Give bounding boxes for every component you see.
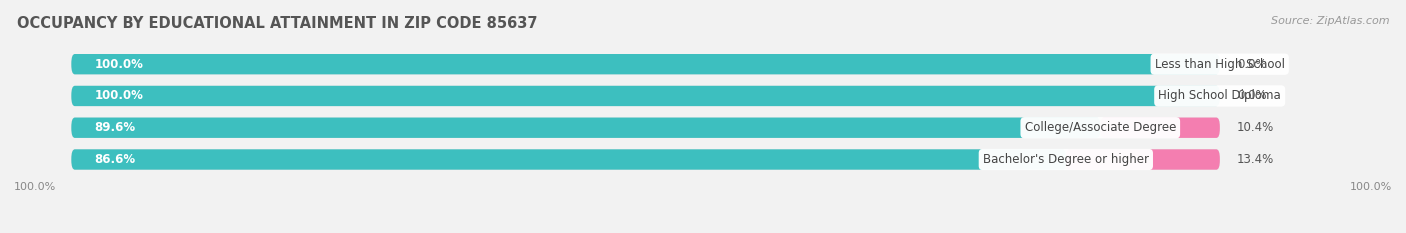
Text: High School Diploma: High School Diploma [1159, 89, 1281, 103]
FancyBboxPatch shape [72, 54, 1220, 74]
Text: 89.6%: 89.6% [94, 121, 135, 134]
Text: Source: ZipAtlas.com: Source: ZipAtlas.com [1271, 16, 1389, 26]
FancyBboxPatch shape [72, 86, 1220, 106]
FancyBboxPatch shape [72, 118, 1101, 138]
Text: 100.0%: 100.0% [14, 182, 56, 192]
FancyBboxPatch shape [1066, 149, 1220, 170]
Text: 100.0%: 100.0% [1350, 182, 1392, 192]
Legend: Owner-occupied, Renter-occupied: Owner-occupied, Renter-occupied [575, 230, 831, 233]
Text: 0.0%: 0.0% [1237, 89, 1267, 103]
Text: 86.6%: 86.6% [94, 153, 135, 166]
FancyBboxPatch shape [72, 54, 1220, 74]
FancyBboxPatch shape [1099, 118, 1220, 138]
Text: OCCUPANCY BY EDUCATIONAL ATTAINMENT IN ZIP CODE 85637: OCCUPANCY BY EDUCATIONAL ATTAINMENT IN Z… [17, 16, 537, 31]
FancyBboxPatch shape [72, 149, 1220, 170]
Text: Less than High School: Less than High School [1154, 58, 1285, 71]
Text: 100.0%: 100.0% [94, 58, 143, 71]
FancyBboxPatch shape [72, 149, 1066, 170]
Text: 100.0%: 100.0% [94, 89, 143, 103]
FancyBboxPatch shape [72, 86, 1220, 106]
Text: Bachelor's Degree or higher: Bachelor's Degree or higher [983, 153, 1149, 166]
FancyBboxPatch shape [72, 118, 1220, 138]
Text: 10.4%: 10.4% [1237, 121, 1274, 134]
Text: 13.4%: 13.4% [1237, 153, 1274, 166]
Text: 0.0%: 0.0% [1237, 58, 1267, 71]
Text: College/Associate Degree: College/Associate Degree [1025, 121, 1175, 134]
